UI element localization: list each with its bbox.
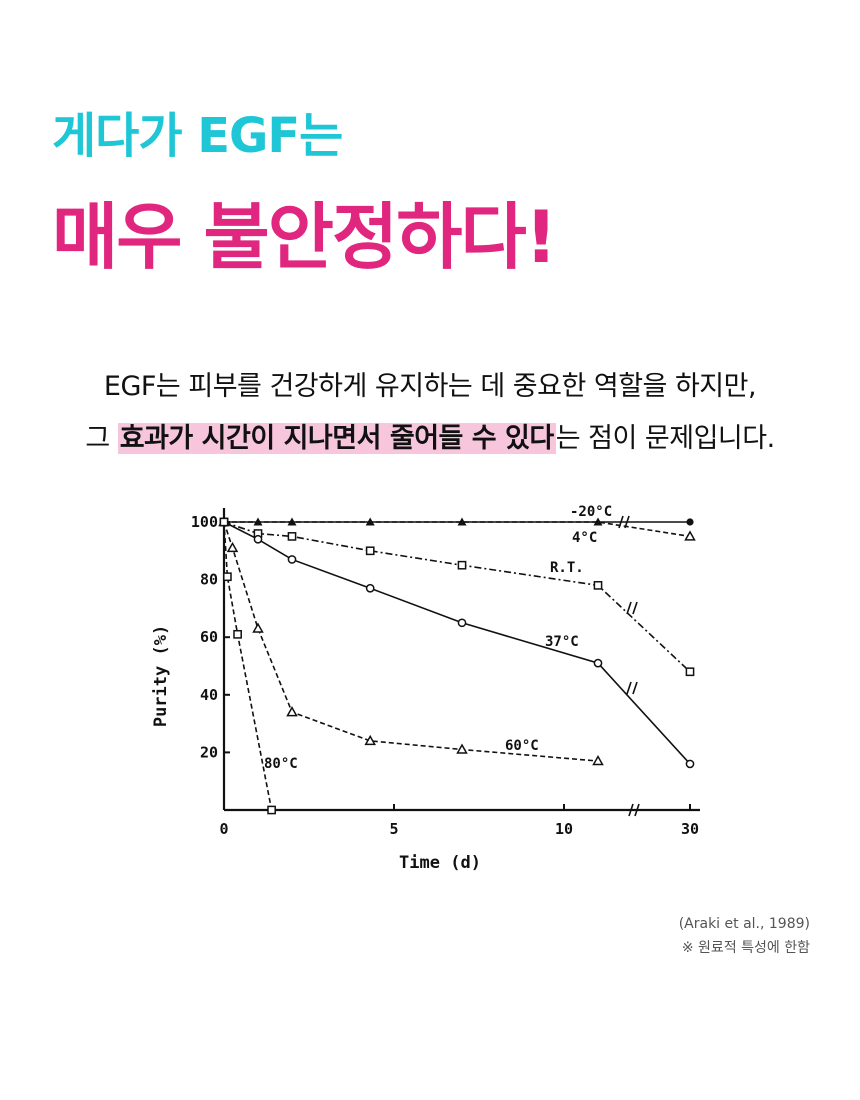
citation-source: (Araki et al., 1989) [678, 916, 810, 932]
marker-open-triangle [592, 755, 604, 766]
headline-top: 게다가 EGF는 [52, 108, 343, 164]
marker-filled-triangle [365, 517, 375, 526]
marker-open-triangle [286, 706, 298, 717]
highlighted-phrase: 효과가 시간이 지나면서 줄어들 수 있다 [117, 423, 556, 454]
chart-labels: -20°C 4°C R.T. 37°C 60°C 80°C [264, 504, 612, 772]
y-tick-label: 60 [200, 628, 218, 646]
y-axis-title: Purity (%) [151, 625, 171, 727]
marker-open-triangle [226, 541, 239, 553]
series-label: -20°C [570, 504, 612, 520]
marker-open-circle [287, 555, 297, 564]
body-line-2-suffix: 는 점이 문제입니다. [555, 423, 775, 454]
series-label: R.T. [550, 560, 584, 576]
axis-break-mark [626, 681, 638, 695]
y-tick-label: 100 [191, 513, 218, 531]
marker-open-square [223, 572, 232, 582]
series-2 [219, 517, 695, 677]
marker-open-triangle [684, 530, 696, 541]
marker-filled-triangle [287, 517, 297, 526]
citation-note: ※ 원료적 특성에 한함 [681, 940, 810, 956]
series-line [223, 521, 273, 811]
series-label: 80°C [264, 756, 298, 772]
marker-filled-circle [686, 518, 694, 526]
y-tick-label: 80 [200, 571, 218, 589]
x-axis-title: Time (d) [399, 853, 481, 873]
marker-open-circle [593, 658, 603, 668]
marker-open-square [233, 629, 242, 639]
series-label: 37°C [545, 634, 579, 650]
x-tick-label: 10 [555, 820, 573, 838]
series-label: 4°C [572, 530, 597, 546]
marker-filled-triangle [593, 517, 603, 526]
marker-open-square [287, 532, 297, 541]
body-line-2-prefix: 그 [85, 423, 118, 454]
marker-open-square [219, 517, 229, 527]
marker-open-circle [457, 618, 467, 628]
marker-filled-triangle [253, 517, 263, 526]
body-line-2: 그 효과가 시간이 지나면서 줄어들 수 있다는 점이 문제입니다. [0, 416, 860, 455]
series-label: 60°C [505, 738, 539, 754]
headline-main: 매우 불안정하다! [52, 195, 558, 279]
axis-break-mark [626, 601, 638, 615]
citation-block: (Araki et al., 1989) ※ 원료적 특성에 한함 [679, 912, 810, 960]
purity-chart: 100 80 60 40 20 0 5 10 30 Time (d) Purity (%) -20°… [151, 504, 700, 873]
marker-open-circle [365, 583, 375, 593]
marker-open-circle [253, 534, 263, 544]
marker-open-square [685, 667, 695, 677]
marker-open-triangle [252, 622, 264, 633]
x-tick-label: 30 [681, 820, 699, 838]
body-line-1: EGF는 피부를 건강하게 유지하는 데 중요한 역할을 하지만, [103, 371, 757, 402]
marker-open-triangle [364, 734, 376, 746]
marker-open-circle [685, 759, 695, 769]
marker-open-square [593, 581, 603, 590]
chart-axes: 100 80 60 40 20 0 5 10 30 Time (d) Purity (%) [151, 508, 700, 873]
series-3 [219, 517, 695, 769]
marker-filled-triangle [457, 517, 467, 526]
series-line [223, 521, 691, 673]
marker-open-square [365, 546, 375, 556]
chart-series [218, 515, 696, 815]
marker-open-square [457, 560, 467, 570]
x-tick-label: 5 [389, 820, 398, 838]
marker-open-triangle [456, 743, 468, 754]
y-tick-label: 40 [200, 686, 218, 704]
series-5 [219, 517, 276, 815]
axis-break-mark [628, 803, 640, 817]
y-tick-label: 20 [200, 743, 218, 761]
x-tick-label: 0 [219, 820, 228, 838]
marker-open-square [267, 805, 276, 815]
